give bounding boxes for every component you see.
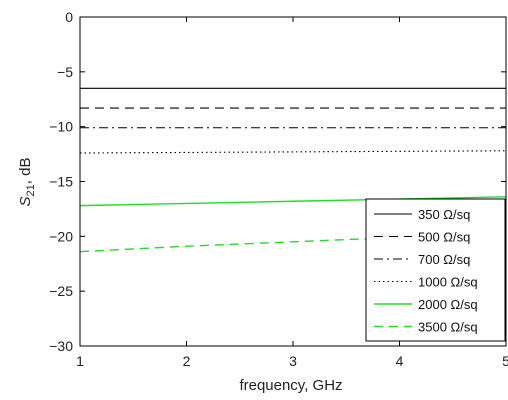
series-line-3 — [79, 150, 507, 154]
legend-label-3: 1000 Ω/sq — [418, 275, 478, 290]
x-tick-label: 1 — [76, 353, 84, 369]
y-axis-label-suffix: , dB — [17, 158, 34, 185]
y-tick-label: −5 — [57, 64, 73, 80]
legend-label-2: 700 Ω/sq — [418, 252, 470, 267]
legend: 350 Ω/sq 500 Ω/sq 700 Ω/sq 1000 Ω/sq 2000 Ω/… — [365, 198, 506, 342]
y-axis-label-sub: 21 — [25, 184, 37, 196]
legend-label-0: 350 Ω/sq — [418, 207, 470, 222]
y-tick-label: −15 — [49, 174, 73, 190]
x-axis-label: frequency, GHz — [239, 377, 342, 394]
legend-box — [365, 198, 506, 342]
series-line-5 — [79, 232, 507, 253]
legend-label-1: 500 Ω/sq — [418, 230, 470, 245]
y-tick-label: −20 — [49, 228, 73, 244]
axes: 1 2 3 4 5 0 −5 −10 −15 −20 −25 −30 — [49, 9, 508, 369]
y-tick-label: −25 — [49, 283, 73, 299]
x-tick-label: 3 — [289, 353, 297, 369]
x-tick-label: 5 — [502, 353, 508, 369]
y-tick-label: −30 — [49, 338, 73, 354]
y-axis-label: S21, dB — [17, 158, 37, 207]
y-axis-label-main: S — [17, 196, 34, 206]
legend-label-5: 3500 Ω/sq — [418, 320, 478, 335]
plot-area — [79, 87, 507, 253]
x-tick-label: 2 — [183, 353, 191, 369]
legend-label-4: 2000 Ω/sq — [418, 297, 478, 312]
y-tick-label: −10 — [49, 119, 73, 135]
series-line-4 — [79, 196, 507, 207]
x-tick-label: 4 — [396, 353, 404, 369]
y-tick-label: 0 — [65, 9, 73, 25]
